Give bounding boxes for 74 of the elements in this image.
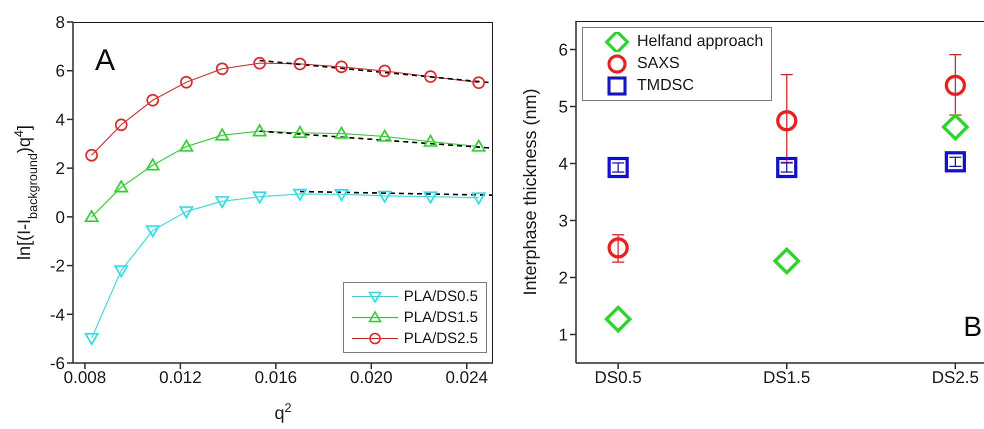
y-tick-label: 6 [558,40,568,60]
point [294,58,306,70]
legend-label: PLA/DS2.5 [404,330,478,347]
x-tick-label: 0.020 [350,368,393,388]
y-tick-label: 6 [56,62,65,81]
y-tick-label: 0 [56,208,65,227]
y-tick-label: 4 [558,154,568,174]
point [253,56,266,70]
point [773,248,800,274]
point [180,140,194,152]
point [424,191,438,204]
point [180,76,193,88]
point [472,192,486,204]
point [215,196,229,208]
point [335,60,348,74]
point [180,206,194,218]
point [114,265,128,278]
x-tick-label: 0.016 [254,368,298,388]
point [944,74,966,96]
point [216,62,228,76]
point [472,76,485,89]
point [252,191,266,204]
point [334,126,348,139]
x-tick-label: 0.024 [445,368,488,388]
point [146,158,160,170]
y-tick-label: 2 [558,268,568,288]
y-axis-title: Interphase thickness (nm) [520,88,540,296]
point [378,64,391,78]
legend-label: PLA/DS0.5 [404,288,478,305]
point [114,118,128,132]
x-tick-label: DS2.5 [932,368,979,388]
point [944,151,966,172]
point [942,114,969,140]
point [378,190,392,203]
point [293,126,307,138]
annotation: A [95,44,116,77]
y-tick-label: -4 [50,305,65,324]
y-tick-label: 5 [558,98,568,117]
point [334,189,348,202]
point [215,128,229,140]
point [84,210,98,222]
legend-label: Helfand approach [637,33,764,50]
point [84,332,98,346]
legend-label: PLA/DS1.5 [404,309,478,326]
point [424,134,438,147]
y-tick-label: 1 [558,326,568,345]
y-tick-label: 3 [558,212,568,231]
y-tick-label: -2 [50,256,65,276]
legend-label: TMDSC [637,77,694,94]
point [776,110,798,132]
y-tick-label: -6 [50,354,65,374]
x-tick-label: 0.008 [64,368,106,388]
x-axis-title: q$^{2}$ [274,401,292,423]
point [85,148,98,162]
point [776,156,798,178]
point [378,130,392,142]
point [608,156,629,178]
point [472,140,486,152]
point [146,225,160,238]
point [604,306,632,332]
point [146,94,160,106]
x-tick-label: DS1.5 [763,368,810,388]
x-tick-label: DS0.5 [594,368,642,388]
point [114,180,128,192]
point [293,188,307,201]
y-tick-label: 2 [56,159,65,178]
point [608,237,629,258]
x-tick-label: 0.012 [159,368,202,388]
legend-label: SAXS [637,55,680,72]
y-tick-label: 8 [56,13,65,32]
y-tick-label: 4 [56,110,65,130]
point [252,124,266,136]
point [424,70,437,83]
annotation: B [963,311,982,342]
